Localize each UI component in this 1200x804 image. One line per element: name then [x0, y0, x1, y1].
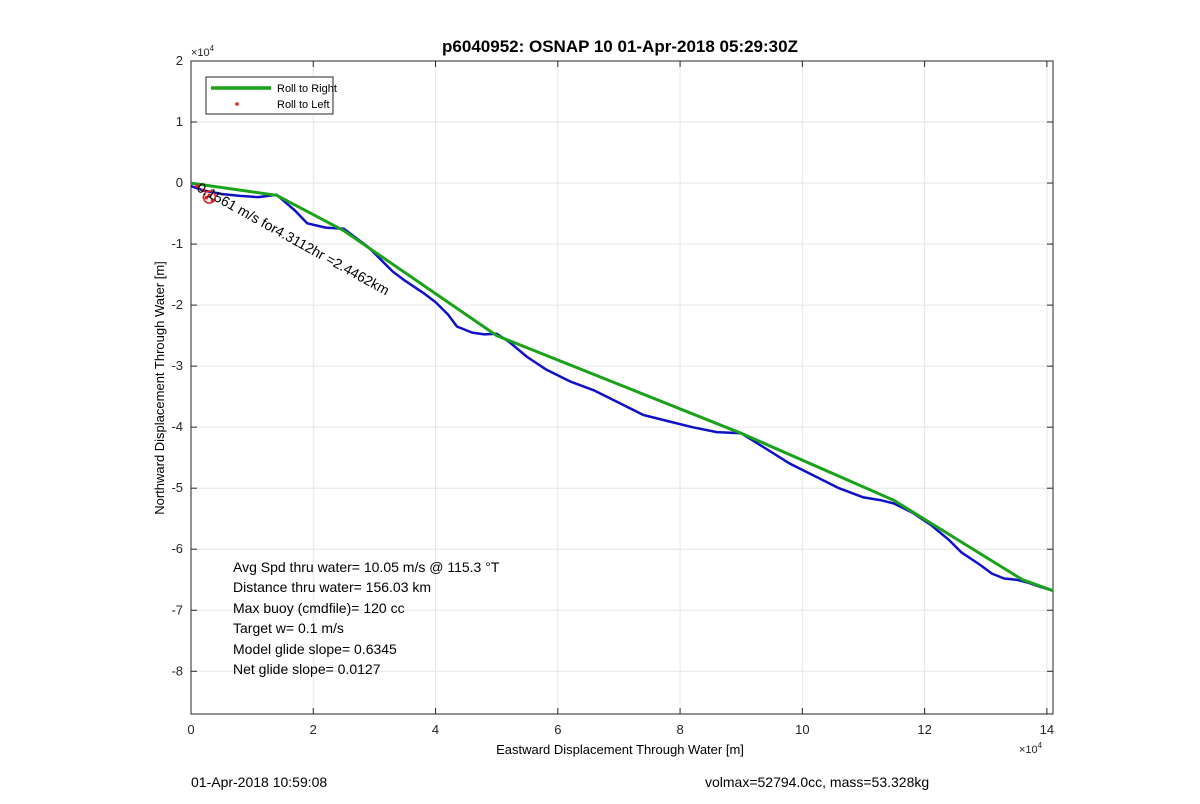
roll-left-point — [207, 193, 212, 198]
y-tick-label: -5 — [171, 480, 183, 495]
stat-target-w: Target w= 0.1 m/s — [233, 620, 344, 636]
x-multiplier-exponent: 4 — [1038, 741, 1043, 750]
roll-left-point — [195, 184, 199, 188]
roll-left-point — [201, 188, 206, 193]
y-tick-label: 0 — [176, 175, 183, 190]
x-multiplier: ×104 — [1019, 741, 1043, 756]
legend: Roll to Right Roll to Left — [205, 76, 337, 115]
y-tick-label: 1 — [176, 114, 183, 129]
track-line — [190, 184, 1054, 592]
stat-model-glide-slope: Model glide slope= 0.6345 — [233, 641, 397, 657]
x-tick-label: 4 — [432, 722, 439, 737]
y-tick-label: -2 — [171, 297, 183, 312]
plot-frame — [190, 60, 1054, 715]
stats-text-block: Avg Spd thru water= 10.05 m/s @ 115.3 °T… — [233, 559, 500, 677]
x-tick-label: 6 — [554, 722, 561, 737]
stat-max-buoy: Max buoy (cmdfile)= 120 cc — [233, 600, 405, 616]
legend-swatch-roll-left — [235, 102, 239, 106]
svg-text:×104: ×104 — [1019, 741, 1043, 756]
x-tick-label: 14 — [1040, 722, 1054, 737]
x-tick-label: 2 — [310, 722, 317, 737]
y-tick-label: -8 — [171, 663, 183, 678]
x-tick-label: 8 — [676, 722, 683, 737]
y-tick-label: -6 — [171, 541, 183, 556]
x-tick-label: 10 — [795, 722, 809, 737]
y-tick-label: 2 — [176, 53, 183, 68]
y-axis-label: Northward Displacement Through Water [m] — [152, 261, 167, 515]
y-multiplier-exponent: 4 — [210, 44, 215, 53]
roll-left-point — [204, 195, 209, 200]
legend-box — [205, 76, 334, 115]
legend-label-roll-right: Roll to Right — [277, 83, 337, 95]
x-multiplier-base: ×10 — [1019, 744, 1038, 756]
stat-net-glide-slope: Net glide slope= 0.0127 — [233, 661, 381, 677]
roll-right-line — [190, 181, 1054, 593]
y-tick-label: -7 — [171, 602, 183, 617]
chart-title: p6040952: OSNAP 10 01-Apr-2018 05:29:30Z — [442, 37, 798, 56]
x-tick-label: 0 — [187, 722, 194, 737]
y-tick-label: -1 — [171, 236, 183, 251]
footer-timestamp: 01-Apr-2018 10:59:08 — [191, 774, 328, 790]
svg-text:×104: ×104 — [191, 44, 215, 59]
series-layer — [190, 181, 1054, 593]
x-axis-label: Eastward Displacement Through Water [m] — [496, 742, 744, 757]
stat-distance: Distance thru water= 156.03 km — [233, 579, 431, 595]
start-marker-circle — [202, 190, 217, 204]
footer-volmax-mass: volmax=52794.0cc, mass=53.328kg — [705, 774, 930, 790]
x-tick-label: 12 — [917, 722, 931, 737]
y-tick-label: -3 — [171, 358, 183, 373]
legend-label-roll-left: Roll to Left — [277, 99, 330, 111]
y-multiplier: ×104 — [191, 44, 215, 59]
y-tick-label: -4 — [171, 419, 183, 434]
y-multiplier-base: ×10 — [191, 47, 210, 59]
stat-avg-speed: Avg Spd thru water= 10.05 m/s @ 115.3 °T — [233, 559, 500, 575]
